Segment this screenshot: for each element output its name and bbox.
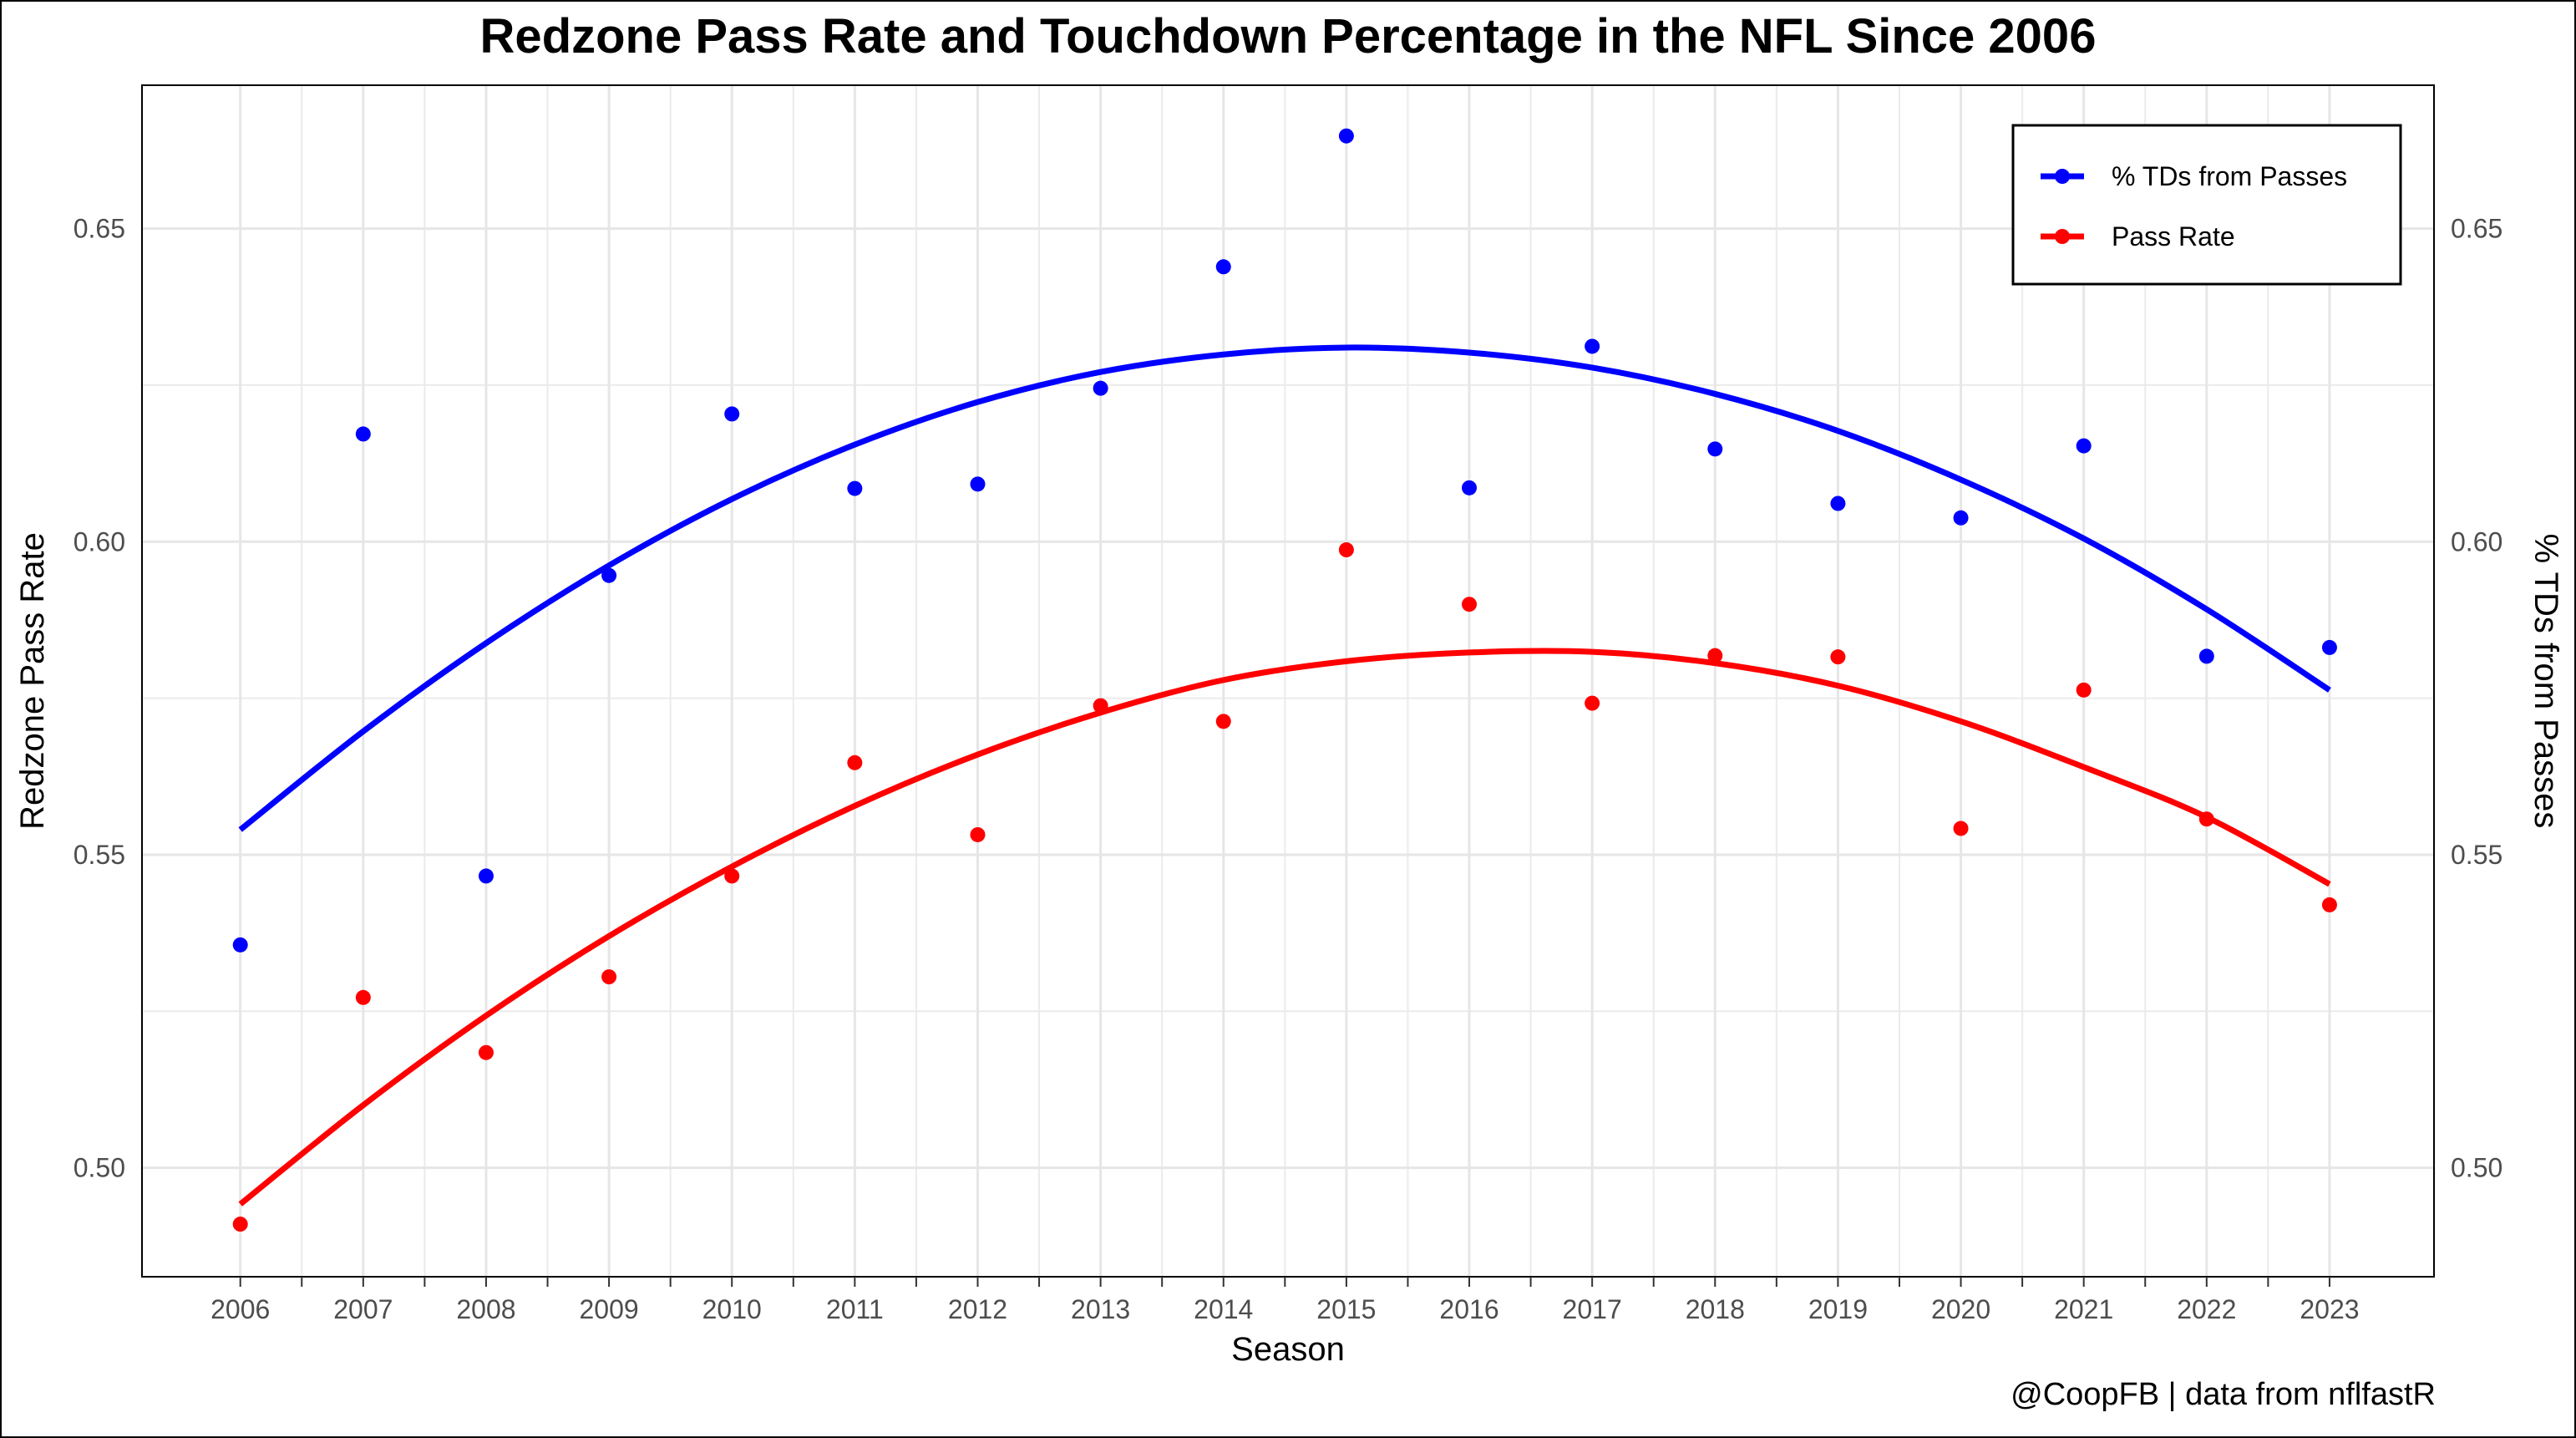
x-tick-label: 2015 (1316, 1294, 1376, 1324)
data-point-pass-rate (970, 826, 986, 842)
data-point-td-pct (478, 868, 494, 884)
x-tick-label: 2013 (1071, 1294, 1130, 1324)
data-point-td-pct (970, 476, 986, 492)
data-point-pass-rate (1830, 649, 1846, 665)
data-point-pass-rate (2076, 682, 2092, 698)
x-tick-label: 2021 (2054, 1294, 2113, 1324)
y-axis-title-left: Redzone Pass Rate (14, 532, 51, 830)
x-tick-label: 2006 (210, 1294, 270, 1324)
legend-label: Pass Rate (2112, 221, 2235, 252)
chart-caption: @CoopFB | data from nflfastR (2011, 1377, 2436, 1412)
data-point-td-pct (2076, 438, 2092, 454)
plot-panel-border (141, 84, 2435, 1278)
x-tick-label: 2023 (2300, 1294, 2359, 1324)
data-point-td-pct (355, 426, 371, 442)
trend-line-pass-rate (238, 648, 2331, 1207)
data-point-td-pct (2321, 639, 2337, 655)
y-tick-label-left: 0.65 (74, 214, 125, 244)
x-tick-label: 2012 (948, 1294, 1007, 1324)
legend-key-point (2055, 229, 2070, 244)
data-point-pass-rate (1338, 542, 1354, 558)
data-point-pass-rate (1093, 698, 1108, 714)
data-point-pass-rate (1215, 714, 1231, 729)
data-point-pass-rate (1462, 597, 1478, 612)
data-point-td-pct (1953, 510, 1969, 526)
y-axis-title-right: % TDs from Passes (2528, 534, 2564, 829)
chart-title: Redzone Pass Rate and Touchdown Percenta… (479, 9, 2097, 64)
data-point-pass-rate (1953, 821, 1969, 836)
legend-label: % TDs from Passes (2112, 161, 2347, 191)
x-axis-title: Season (1231, 1331, 1345, 1368)
x-tick-label: 2020 (1931, 1294, 1990, 1324)
data-point-td-pct (847, 480, 863, 496)
data-point-pass-rate (847, 755, 863, 770)
legend-box (2011, 124, 2402, 286)
data-point-pass-rate (478, 1044, 494, 1060)
data-point-pass-rate (355, 989, 371, 1005)
data-point-td-pct (1215, 259, 1231, 275)
data-point-td-pct (1707, 441, 1723, 457)
legend-key-point (2055, 169, 2070, 184)
y-tick-label-left: 0.50 (74, 1153, 125, 1183)
data-point-td-pct (1093, 380, 1108, 396)
data-point-td-pct (1338, 128, 1354, 144)
y-tick-label-right: 0.50 (2451, 1153, 2502, 1183)
data-point-td-pct (601, 567, 617, 583)
data-point-td-pct (724, 406, 740, 422)
data-point-pass-rate (2321, 897, 2337, 912)
x-tick-label: 2022 (2177, 1294, 2236, 1324)
y-tick-label-left: 0.55 (74, 840, 125, 870)
data-point-pass-rate (1707, 648, 1723, 663)
data-point-td-pct (1462, 480, 1478, 495)
data-point-pass-rate (2198, 811, 2214, 827)
x-tick-label: 2017 (1563, 1294, 1622, 1324)
x-tick-label: 2019 (1808, 1294, 1868, 1324)
data-point-td-pct (2198, 648, 2214, 664)
x-tick-label: 2009 (580, 1294, 639, 1324)
data-point-pass-rate (601, 969, 617, 985)
data-point-pass-rate (724, 868, 740, 884)
x-tick-label: 2008 (456, 1294, 515, 1324)
data-point-pass-rate (1585, 695, 1600, 711)
data-point-td-pct (232, 937, 248, 953)
y-tick-label-right: 0.55 (2451, 840, 2502, 870)
x-tick-label: 2014 (1194, 1294, 1253, 1324)
data-point-pass-rate (232, 1217, 248, 1232)
data-point-td-pct (1585, 338, 1600, 354)
data-point-td-pct (1830, 495, 1846, 511)
trend-line-td-pct (238, 344, 2331, 832)
x-tick-label: 2010 (702, 1294, 762, 1324)
x-tick-label: 2016 (1439, 1294, 1498, 1324)
x-tick-label: 2011 (826, 1294, 884, 1324)
y-tick-label-left: 0.60 (74, 526, 125, 556)
y-tick-label-right: 0.60 (2451, 526, 2502, 556)
x-tick-label: 2007 (333, 1294, 393, 1324)
x-tick-label: 2018 (1686, 1294, 1745, 1324)
y-tick-label-right: 0.65 (2451, 214, 2502, 244)
